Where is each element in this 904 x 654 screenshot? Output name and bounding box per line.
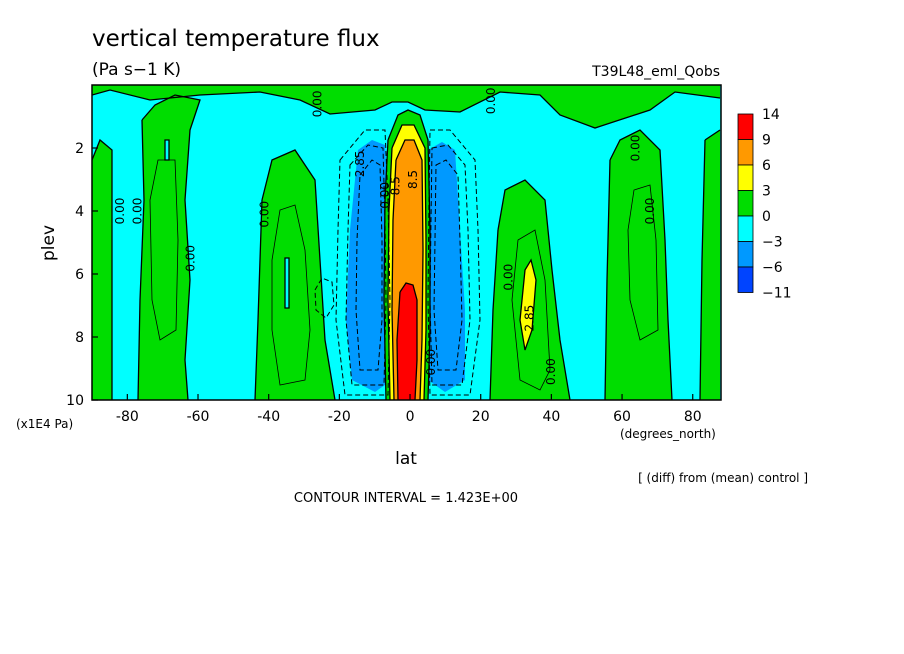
colorbar-swatch	[737, 241, 754, 268]
diff-note: [ (diff) from (mean) control ]	[638, 471, 808, 485]
contour-label: 0.00	[502, 264, 516, 291]
colorbar-label: −6	[762, 260, 783, 276]
run-label: T39L48_eml_Qobs	[591, 64, 720, 80]
x-tick-label: -60	[187, 409, 210, 425]
units-label: (Pa s−1 K)	[92, 60, 181, 80]
y-tick-label: 8	[75, 330, 84, 346]
cyan-patch-b	[285, 258, 289, 308]
colorbar-swatch	[737, 164, 754, 191]
y-axis-label: plev	[39, 225, 59, 261]
green-region-column-b	[255, 150, 335, 400]
contour-label: 0.00	[484, 87, 498, 114]
contour-label: 0.00	[184, 245, 198, 272]
x-axis: -80 -60 -40 -20 0 20 40 60 80	[116, 394, 702, 425]
colorbar-swatch	[737, 113, 754, 140]
colorbar: 14 9 6 3 0 −3 −6 −11	[737, 107, 792, 302]
colorbar-label: −11	[762, 286, 792, 302]
colorbar-label: 9	[762, 133, 771, 149]
contour-label: 2.85	[523, 305, 537, 332]
green-band-top	[92, 85, 720, 128]
x-tick-label: 20	[472, 409, 490, 425]
green-region-right-edge	[700, 130, 720, 400]
green-region-column-a	[138, 95, 200, 400]
y-units-label: (x1E4 Pa)	[16, 417, 73, 431]
x-tick-label: 60	[613, 409, 631, 425]
contour-label: 0.00	[424, 349, 438, 376]
y-tick-label: 10	[66, 393, 84, 409]
x-tick-label: 40	[542, 409, 560, 425]
y-tick-label: 6	[75, 267, 84, 283]
chart-title: vertical temperature flux	[92, 26, 380, 52]
contour-label: 0.00	[131, 198, 145, 225]
x-tick-label: -20	[328, 409, 351, 425]
contour-label: 0.00	[258, 201, 272, 228]
contour-label: 0.00	[544, 358, 558, 385]
contour-interval: CONTOUR INTERVAL = 1.423E+00	[294, 491, 518, 506]
green-region-left-edge	[92, 140, 112, 400]
colorbar-swatch	[737, 215, 754, 242]
green-region-column-d	[605, 130, 672, 400]
colorbar-label: −3	[762, 235, 783, 251]
x-tick-label: 80	[684, 409, 702, 425]
x-tick-label: 0	[406, 409, 415, 425]
contour-label: 0.00	[629, 135, 643, 162]
dashed-contours	[314, 129, 481, 396]
colorbar-label: 14	[762, 107, 780, 123]
contour-label: 8.5	[388, 176, 402, 195]
cyan-patch-a	[165, 140, 169, 160]
contour-lines	[92, 89, 721, 400]
y-tick-label: 4	[75, 204, 84, 220]
colorbar-label: 0	[762, 209, 771, 225]
red-core-equator	[397, 283, 417, 400]
y-tick-label: 2	[75, 141, 84, 157]
contour-field	[92, 85, 721, 400]
colorbar-swatch	[737, 266, 754, 293]
contour-label: 0.00	[378, 182, 392, 209]
colorbar-label: 6	[762, 158, 771, 174]
x-axis-label: lat	[395, 449, 417, 469]
contour-label: 8.5	[406, 170, 420, 189]
x-tick-label: -80	[116, 409, 139, 425]
plot-frame	[91, 84, 722, 401]
x-units-label: (degrees_north)	[620, 427, 716, 441]
contour-label: 0.00	[643, 198, 657, 225]
colorbar-swatch	[737, 190, 754, 217]
colorbar-swatch	[737, 139, 754, 166]
thin-contours	[149, 159, 659, 391]
contour-label: 0.00	[113, 198, 127, 225]
y-axis: 2 4 6 8 10	[66, 141, 98, 409]
x-tick-label: -40	[257, 409, 280, 425]
contour-label: 2.85	[353, 150, 367, 177]
colorbar-label: 3	[762, 184, 771, 200]
contour-label: 0.00	[311, 91, 325, 118]
contour-label-layer: 0.00 0.000.000.000.002.850.008.5 8.50.000.…	[113, 87, 657, 385]
